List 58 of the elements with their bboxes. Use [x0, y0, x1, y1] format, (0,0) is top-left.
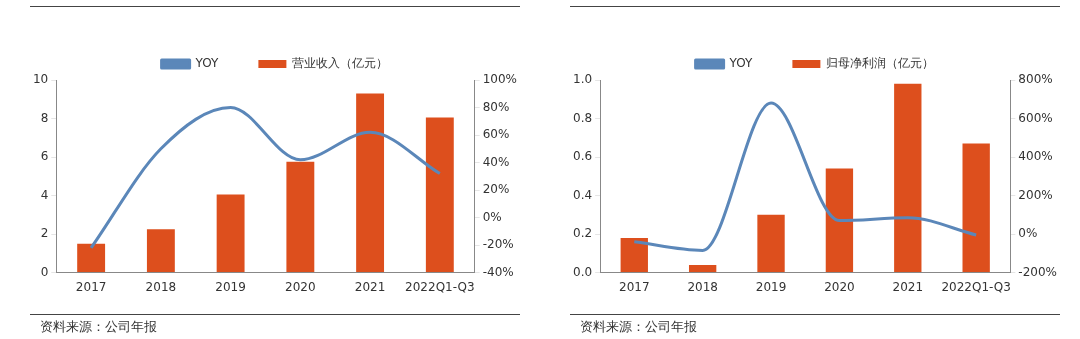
bar	[286, 161, 315, 273]
line-series	[632, 101, 978, 252]
y-tick-label: 0.8	[572, 110, 593, 125]
x-tick-label: 2019	[215, 279, 246, 294]
y2-tick-label: 0%	[1018, 226, 1038, 241]
x-tick-label: 2017	[75, 279, 107, 294]
bar	[425, 117, 454, 273]
legend-label: 营业收入（亿元）	[292, 56, 389, 71]
y2-tick-label: 60%	[482, 127, 510, 142]
bar	[77, 243, 106, 273]
text: 资料来源：公司年报	[580, 318, 697, 336]
bar	[356, 93, 385, 273]
bar	[620, 237, 648, 273]
bar	[216, 194, 245, 273]
y-tick-label: 0	[40, 264, 49, 279]
legend-label: YOY	[728, 56, 754, 71]
y-tick-label: 2	[40, 226, 49, 241]
text: 资料来源：公司年报	[40, 318, 157, 336]
bar	[825, 168, 854, 273]
line-series	[89, 106, 442, 250]
x-tick-label: 2018	[687, 279, 718, 294]
y2-tick-label: 600%	[1018, 110, 1053, 125]
y-tick-label: 0.2	[572, 226, 593, 241]
bar	[146, 229, 175, 273]
x-tick-label: 2019	[755, 279, 787, 294]
x-tick-label: 2021	[892, 279, 924, 294]
x-tick-label: 2020	[285, 279, 316, 294]
x-tick-label: 2018	[145, 279, 177, 294]
x-tick-label: 2022Q1-Q3	[405, 279, 475, 294]
y-tick-label: 4	[40, 187, 49, 202]
y-tick-label: 8	[40, 110, 49, 125]
y2-tick-label: 100%	[482, 72, 518, 87]
y-tick-label: 0.6	[572, 149, 593, 164]
legend-label: YOY	[194, 56, 220, 71]
y2-tick-label: -40%	[482, 264, 514, 279]
x-tick-label: 2017	[619, 279, 650, 294]
bar	[688, 264, 717, 273]
y2-tick-label: 40%	[482, 154, 510, 169]
x-tick-label: 2022Q1-Q3	[941, 279, 1011, 294]
y2-tick-label: 20%	[482, 182, 510, 197]
bar	[757, 214, 785, 273]
y2-tick-label: 800%	[1018, 72, 1053, 87]
y-tick-label: 0.4	[572, 187, 593, 202]
y2-tick-label: 0%	[482, 209, 502, 224]
bar	[894, 83, 922, 273]
y2-tick-label: 200%	[1018, 187, 1053, 202]
y-tick-label: 1.0	[572, 72, 593, 87]
y2-tick-label: -20%	[482, 237, 514, 252]
x-tick-label: 2021	[354, 279, 386, 294]
bar	[962, 143, 990, 273]
y2-tick-label: 80%	[482, 99, 510, 114]
y2-tick-label: -200%	[1018, 264, 1057, 279]
x-tick-label: 2020	[824, 279, 855, 294]
legend-label: 归母净利润（亿元）	[826, 56, 935, 71]
y-tick-label: 0.0	[572, 264, 593, 279]
y-tick-label: 10	[32, 72, 49, 87]
y-tick-label: 6	[40, 149, 49, 164]
y2-tick-label: 400%	[1018, 149, 1053, 164]
